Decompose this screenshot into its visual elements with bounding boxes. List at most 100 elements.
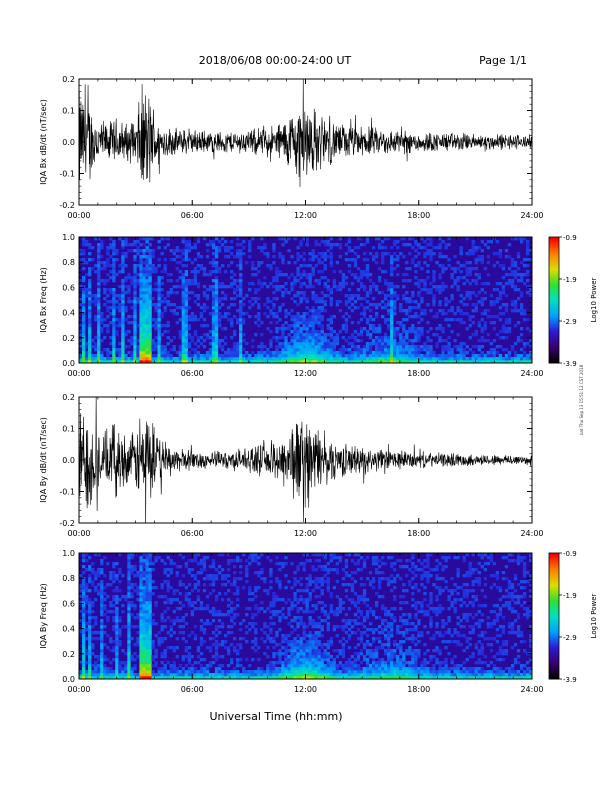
spectrogram-cell <box>314 309 318 313</box>
spectrogram-cell <box>350 333 355 337</box>
spectrogram-cell <box>181 345 185 349</box>
spectrogram-cell <box>432 300 436 304</box>
spectrogram-cell <box>450 273 454 277</box>
spectrogram-cell <box>290 562 294 566</box>
spectrogram-cell <box>399 348 403 352</box>
spectrogram-cell <box>290 658 294 662</box>
spectrogram-cell <box>230 351 234 355</box>
spectrogram-cell <box>193 667 198 671</box>
spectrogram-cell <box>260 673 264 677</box>
spectrogram-cell <box>217 306 222 310</box>
spectrogram-cell <box>199 601 204 605</box>
spectrogram-cell <box>181 336 185 340</box>
spectrogram-cell <box>269 640 273 644</box>
spectrogram-cell <box>477 258 481 262</box>
spectrogram-cell <box>127 643 131 647</box>
spectrogram-cell <box>441 360 445 364</box>
spectrogram-cell <box>338 354 343 358</box>
spectrogram-cell <box>157 357 161 361</box>
spectrogram-cell <box>211 321 216 325</box>
spectrogram-cell <box>233 291 237 295</box>
spectrogram-cell <box>233 255 237 259</box>
spectrogram-cell <box>396 294 400 298</box>
spectrogram-cell <box>163 667 167 671</box>
spectrogram-cell <box>414 306 418 310</box>
spectrogram-cell <box>251 339 255 343</box>
spectrogram-cell <box>371 339 376 343</box>
spectrogram-cell <box>217 643 222 647</box>
spectrogram-cell <box>88 243 92 247</box>
spectrogram-cell <box>115 595 119 599</box>
spectrogram-cell <box>97 583 101 587</box>
spectrogram-cell <box>157 318 161 322</box>
spectrogram-cell <box>356 255 361 259</box>
spectrogram-cell <box>396 354 400 358</box>
spectrogram-cell <box>157 297 161 301</box>
spectrogram-cell <box>184 565 189 569</box>
spectrogram-cell <box>230 324 234 328</box>
spectrogram-cell <box>226 553 231 557</box>
spectrogram-cell <box>287 360 291 364</box>
spectrogram-cell <box>202 589 207 593</box>
spectrogram-cell <box>374 303 379 307</box>
spectrogram-cell <box>220 655 225 659</box>
spectrogram-cell <box>474 279 478 283</box>
spectrogram-cell <box>435 288 439 292</box>
spectrogram-cell <box>299 342 303 346</box>
spectrogram-cell <box>121 252 125 256</box>
spectrogram-cell <box>184 339 189 343</box>
spectrogram-cell <box>109 321 113 325</box>
spectrogram-cell <box>214 306 219 310</box>
spectrogram-cell <box>347 360 352 364</box>
spectrogram-cell <box>275 598 279 602</box>
spectrogram-cell <box>384 306 388 310</box>
spectrogram-cell <box>338 360 343 364</box>
spectrogram-cell <box>402 348 406 352</box>
spectrogram-cell <box>145 634 149 638</box>
spectrogram-cell <box>154 601 158 605</box>
spectrogram-cell <box>471 252 475 256</box>
spectrogram-cell <box>368 303 373 307</box>
spectrogram-cell <box>220 264 225 268</box>
spectrogram-cell <box>211 306 216 310</box>
spectrogram-cell <box>417 306 421 310</box>
spectrogram-cell <box>444 357 448 361</box>
spectrogram-cell <box>184 327 189 331</box>
spectrogram-cell <box>172 649 176 653</box>
spectrogram-cell <box>127 589 131 593</box>
spectrogram-cell <box>196 357 201 361</box>
spectrogram-cell <box>157 354 161 358</box>
spectrogram-cell <box>166 556 170 560</box>
spectrogram-cell <box>236 252 240 256</box>
spectrogram-cell <box>145 255 149 259</box>
spectrogram-cell <box>214 646 219 650</box>
spectrogram-cell <box>233 559 237 563</box>
spectrogram-cell <box>396 258 400 262</box>
spectrogram-cell <box>127 360 131 364</box>
spectrogram-cell <box>528 354 533 358</box>
spectrogram-cell <box>97 670 101 674</box>
spectrogram-cell <box>528 294 533 298</box>
spectrogram-cell <box>100 330 104 334</box>
spectrogram-cell <box>311 255 315 259</box>
spectrogram-cell <box>226 306 231 310</box>
spectrogram-cell <box>414 240 418 244</box>
spectrogram-cell <box>109 336 113 340</box>
spectrogram-cell <box>142 640 146 644</box>
spectrogram-cell <box>417 252 421 256</box>
colorbar-segment <box>549 310 559 313</box>
spectrogram-cell <box>390 255 394 259</box>
spectrogram-cell <box>230 661 234 665</box>
spectrogram-cell <box>356 348 361 352</box>
spectrogram-cell <box>393 267 397 271</box>
spectrogram-cell <box>299 589 303 593</box>
spectrogram-cell <box>91 664 95 668</box>
spectrogram-cell <box>441 240 445 244</box>
spectrogram-cell <box>220 348 225 352</box>
spectrogram-cell <box>157 258 161 262</box>
spectrogram-cell <box>480 255 484 259</box>
spectrogram-cell <box>100 646 104 650</box>
spectrogram-cell <box>254 631 258 635</box>
spectrogram-cell <box>106 246 110 250</box>
spectrogram-cell <box>142 583 146 587</box>
